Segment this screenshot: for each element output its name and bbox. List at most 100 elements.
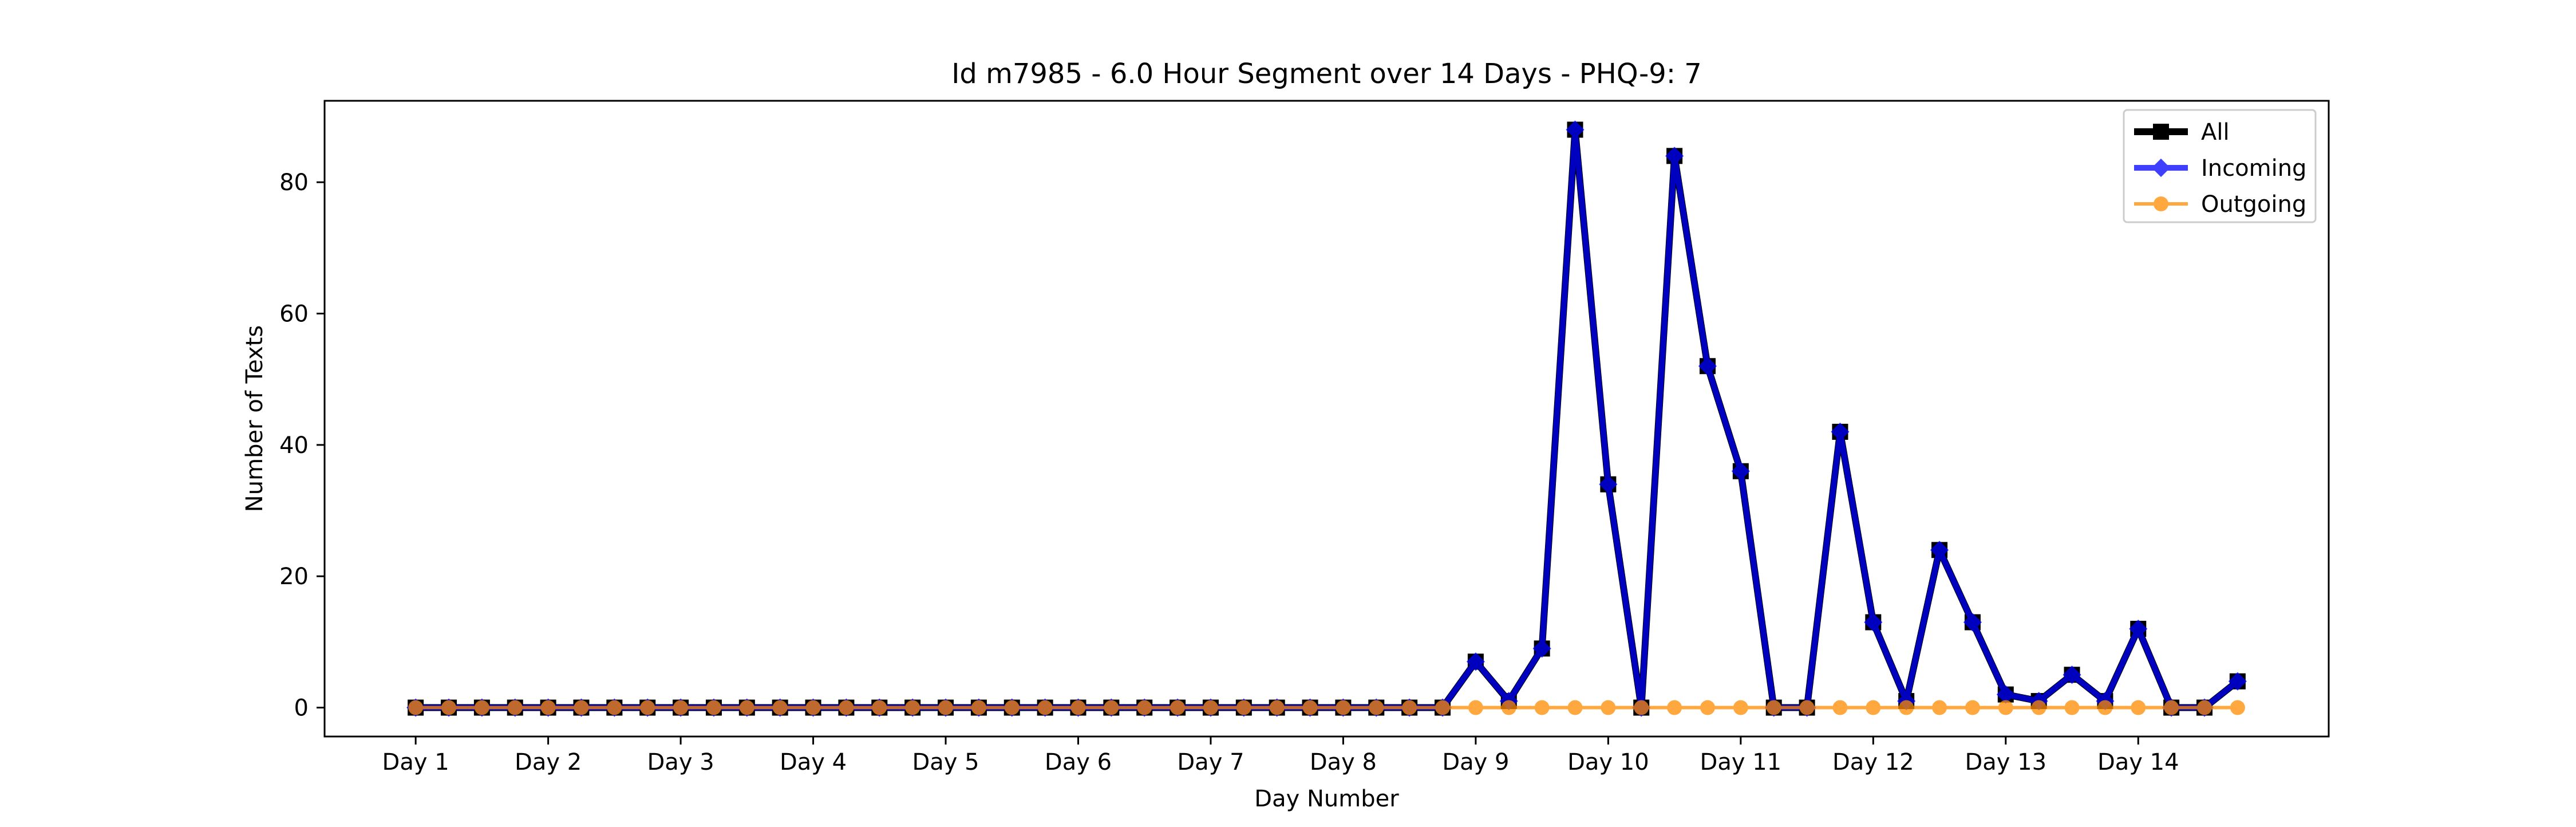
y-tick-label: 80 (279, 170, 309, 196)
data-point (905, 700, 920, 715)
data-point (540, 700, 556, 715)
x-tick-label: Day 6 (1045, 749, 1112, 775)
data-point (1930, 541, 1949, 560)
data-point (1864, 613, 1883, 632)
x-tick-label: Day 2 (515, 749, 582, 775)
data-point (1766, 700, 1781, 715)
data-point (1137, 700, 1152, 715)
data-point (507, 700, 523, 715)
data-point (1963, 613, 1982, 632)
legend-marker (2153, 124, 2169, 140)
axes-layer: Day 1 Day 2 Day 3 Day 4 Day 5 Day 6 Day 7 Day 8… (279, 100, 2330, 775)
x-tick-label: Day 3 (647, 749, 714, 775)
data-point (2097, 700, 2113, 715)
y-axis-label: Number of Texts (242, 325, 268, 512)
data-point (2196, 700, 2212, 715)
data-point (1698, 357, 1717, 376)
x-tick-label: Day 7 (1177, 749, 1244, 775)
data-point (1832, 700, 1848, 715)
legend-marker (2154, 196, 2168, 211)
x-tick-label: Day 9 (1442, 749, 1509, 775)
data-point (1532, 639, 1551, 658)
data-point (1501, 700, 1516, 715)
data-point (2063, 665, 2081, 684)
data-point (1567, 700, 1583, 715)
data-point (2129, 619, 2148, 639)
data-point (1070, 700, 1086, 715)
data-point (938, 700, 954, 715)
legend-marker (2151, 158, 2171, 178)
legend-label: All (2201, 119, 2230, 145)
data-point (1104, 700, 1119, 715)
data-point (2131, 700, 2146, 715)
data-point (1269, 700, 1285, 715)
data-point (739, 700, 754, 715)
data-point (1998, 700, 2013, 715)
legend-item (2134, 158, 2188, 178)
y-tick-label: 40 (279, 432, 309, 459)
x-tick-label: Day 14 (2097, 749, 2179, 775)
legend-item (2134, 124, 2188, 140)
data-point (706, 700, 721, 715)
data-point (1831, 422, 1850, 442)
data-point (1566, 120, 1585, 139)
data-point (1236, 700, 1251, 715)
data-point (1965, 700, 1980, 715)
data-point (1534, 700, 1550, 715)
data-point (474, 700, 489, 715)
data-point (1899, 700, 1914, 715)
legend-item (2134, 196, 2188, 211)
series-outgoing (408, 700, 2245, 715)
data-point (1866, 700, 1881, 715)
data-point (1733, 700, 1748, 715)
x-tick-label: Day 1 (382, 749, 449, 775)
data-point (1466, 652, 1485, 671)
data-point (1996, 685, 2015, 704)
data-point (441, 700, 457, 715)
data-point (1435, 700, 1451, 715)
x-tick-label: Day 4 (780, 749, 847, 775)
data-point (1302, 700, 1318, 715)
plot-frame (323, 100, 2330, 738)
data-point (1402, 700, 1417, 715)
x-tick-label: Day 5 (912, 749, 979, 775)
data-point (971, 700, 986, 715)
data-point (1336, 700, 1351, 715)
data-point (2230, 700, 2245, 715)
data-point (640, 700, 655, 715)
data-point (2064, 700, 2080, 715)
data-point (772, 700, 788, 715)
data-point (1932, 700, 1947, 715)
data-point (839, 700, 854, 715)
x-tick-label: Day 8 (1310, 749, 1377, 775)
legend-label: Incoming (2201, 155, 2306, 182)
y-tick-label: 0 (294, 695, 309, 722)
chart-title: Id m7985 - 6.0 Hour Segment over 14 Days… (951, 58, 1702, 90)
x-tick-label: Day 10 (1567, 749, 1649, 775)
y-tick-label: 20 (279, 564, 309, 590)
data-point (1004, 700, 1020, 715)
data-point (1203, 700, 1218, 715)
x-tick-label: Day 13 (1965, 749, 2046, 775)
data-point (2228, 672, 2247, 691)
data-point (1037, 700, 1053, 715)
data-point (574, 700, 589, 715)
data-point (1731, 462, 1750, 481)
x-tick-label: Day 11 (1700, 749, 1782, 775)
legend-label: Outgoing (2201, 191, 2306, 218)
y-tick-label: 60 (279, 301, 309, 328)
x-axis-label: Day Number (1254, 786, 1399, 812)
data-point (1369, 700, 1384, 715)
data-point (805, 700, 821, 715)
data-point (2031, 700, 2046, 715)
data-point (673, 700, 689, 715)
data-point (1700, 700, 1715, 715)
data-point (872, 700, 887, 715)
data-point (1667, 700, 1682, 715)
series-layer (406, 120, 2247, 717)
data-point (1170, 700, 1186, 715)
data-point (408, 700, 424, 715)
data-point (2164, 700, 2179, 715)
x-tick-label: Day 12 (1832, 749, 1914, 775)
